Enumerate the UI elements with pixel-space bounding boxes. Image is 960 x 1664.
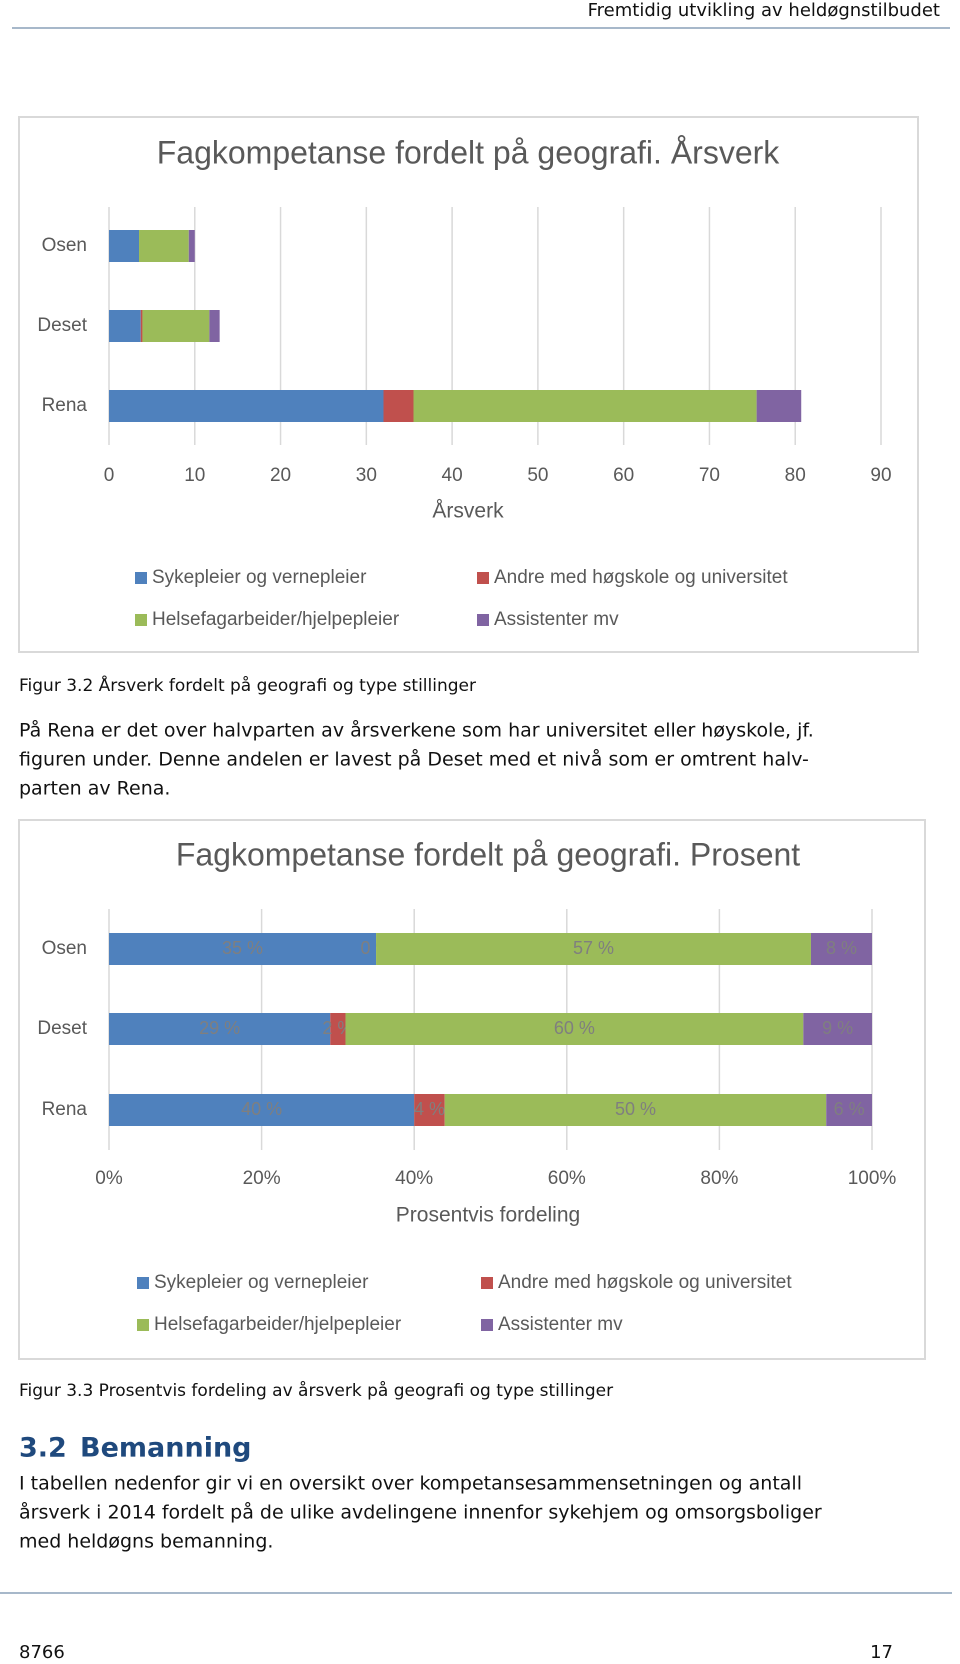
bar-segment — [209, 310, 220, 342]
running-header: Fremtidig utvikling av heldøgnstilbudet — [588, 0, 940, 21]
y-tick-label: Rena — [42, 1099, 88, 1120]
legend-label: Andre med høgskole og universitet — [498, 1272, 792, 1293]
legend-swatch — [477, 614, 489, 626]
bar-segment — [109, 1094, 415, 1126]
y-tick-label: Rena — [42, 395, 88, 416]
x-tick-label: 90 — [870, 465, 891, 486]
chart-frame — [18, 116, 919, 653]
data-label: 9 % — [822, 1018, 853, 1038]
paragraph-line: med heldøgns bemanning. — [19, 1531, 273, 1553]
data-label: 40 % — [241, 1099, 282, 1119]
data-label: 6 % — [834, 1099, 865, 1119]
paragraph-line: parten av Rena. — [19, 778, 170, 800]
paragraph-line: På Rena er det over halvparten av årsver… — [19, 719, 814, 742]
bar-segment — [109, 1013, 331, 1045]
paragraph-line: figuren under. Denne andelen er lavest p… — [19, 748, 809, 771]
x-tick-label: 80 — [785, 465, 806, 486]
bar-segment — [383, 390, 414, 422]
bar-segment — [109, 933, 377, 965]
data-label: 4 % — [414, 1099, 445, 1119]
footer-left: 8766 — [19, 1642, 65, 1663]
legend-swatch — [135, 614, 147, 626]
bar-segment — [413, 390, 757, 422]
bar-segment — [139, 230, 189, 262]
x-tick-label: 0 — [104, 465, 115, 486]
bar-segment — [376, 933, 811, 965]
x-tick-label: 100% — [848, 1168, 897, 1189]
legend-label: Andre med høgskole og universitet — [494, 567, 788, 588]
chart-title: Fagkompetanse fordelt på geografi. Årsve… — [157, 134, 781, 170]
bar-segment — [109, 230, 140, 262]
bar-segment — [414, 1094, 445, 1126]
bar-segment — [810, 933, 872, 965]
legend-swatch — [481, 1277, 493, 1289]
y-tick-label: Deset — [37, 1018, 87, 1039]
legend-label: Sykepleier og vernepleier — [152, 567, 367, 588]
bar-segment — [109, 390, 384, 422]
x-tick-label: 40% — [395, 1168, 433, 1189]
page-number: 17 — [870, 1642, 893, 1663]
chart-frame — [18, 819, 926, 1360]
bar-segment — [826, 1094, 872, 1126]
bar-segment — [345, 1013, 804, 1045]
bar-segment — [188, 230, 195, 262]
x-tick-label: 60 — [613, 465, 634, 486]
bar-segment — [109, 310, 141, 342]
paragraph-line: årsverk i 2014 fordelt på de ulike avdel… — [19, 1501, 822, 1524]
bar-segment — [444, 1094, 827, 1126]
legend-swatch — [481, 1319, 493, 1331]
legend-swatch — [477, 572, 489, 584]
legend-label: Assistenter mv — [498, 1314, 623, 1335]
legend-label: Helsefagarbeider/hjelpepleier — [154, 1314, 402, 1335]
x-axis-title: Årsverk — [432, 500, 504, 523]
paragraph-line: I tabellen nedenfor gir vi en oversikt o… — [19, 1473, 802, 1495]
section-title: Bemanning — [80, 1433, 252, 1464]
x-tick-label: 50 — [527, 465, 548, 486]
x-tick-label: 30 — [356, 465, 377, 486]
chart-title: Fagkompetanse fordelt på geografi. Prose… — [176, 836, 800, 872]
bar-segment — [756, 390, 802, 422]
data-label: 60 % — [554, 1018, 595, 1038]
x-tick-label: 20 — [270, 465, 291, 486]
data-label: 8 % — [826, 938, 857, 958]
data-label: 57 % — [573, 938, 614, 958]
x-tick-label: 40 — [442, 465, 463, 486]
legend-label: Helsefagarbeider/hjelpepleier — [152, 609, 400, 630]
x-tick-label: 20% — [243, 1168, 281, 1189]
legend-swatch — [137, 1319, 149, 1331]
section-number: 3.2 — [19, 1433, 67, 1464]
data-label: 50 % — [615, 1099, 656, 1119]
legend-label: Sykepleier og vernepleier — [154, 1272, 369, 1293]
legend-label: Assistenter mv — [494, 609, 619, 630]
data-label: 35 % — [222, 938, 263, 958]
bar-segment — [330, 1013, 346, 1045]
legend-swatch — [137, 1277, 149, 1289]
x-tick-label: 70 — [699, 465, 720, 486]
bar-segment — [803, 1013, 872, 1045]
figure-caption: Figur 3.2 Årsverk fordelt på geografi og… — [19, 674, 476, 696]
data-label: 29 % — [199, 1018, 240, 1038]
y-tick-label: Osen — [42, 235, 87, 256]
x-tick-label: 0% — [95, 1168, 123, 1189]
legend-swatch — [135, 572, 147, 584]
figure-caption: Figur 3.3 Prosentvis fordeling av årsver… — [19, 1380, 613, 1401]
y-tick-label: Deset — [37, 315, 87, 336]
x-axis-title: Prosentvis fordeling — [396, 1204, 580, 1227]
x-tick-label: 10 — [184, 465, 205, 486]
bar-segment — [140, 310, 143, 342]
bar-segment — [142, 310, 210, 342]
y-tick-label: Osen — [42, 938, 87, 959]
x-tick-label: 60% — [548, 1168, 586, 1189]
x-tick-label: 80% — [700, 1168, 738, 1189]
